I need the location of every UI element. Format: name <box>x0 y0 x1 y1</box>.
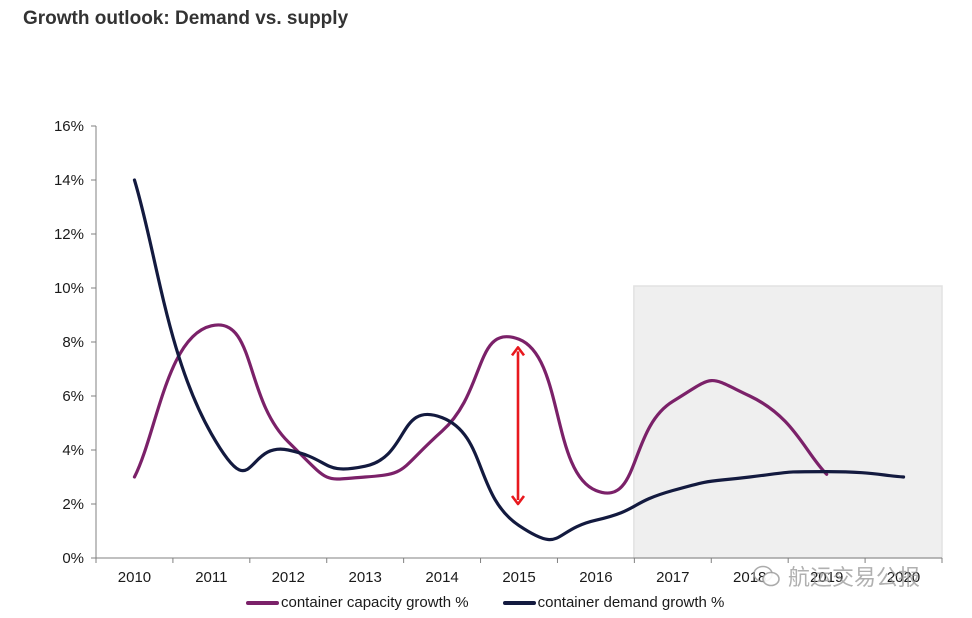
legend-label-demand: container demand growth % <box>537 594 725 611</box>
x-tick-label: 2011 <box>195 569 227 586</box>
y-tick-label: 10% <box>54 280 84 297</box>
x-tick-label: 2016 <box>579 569 612 586</box>
y-tick-label: 16% <box>54 118 84 135</box>
x-tick-label: 2017 <box>656 569 689 586</box>
legend-item-capacity: container capacity growth % <box>246 594 469 611</box>
y-tick-label: 6% <box>62 388 84 405</box>
watermark-text: 航运交易公报 <box>788 565 921 590</box>
x-tick-label: 2012 <box>272 569 305 586</box>
legend-swatch-demand <box>502 600 536 605</box>
x-tick-label: 2013 <box>348 569 381 586</box>
x-tick-label: 2018 <box>733 569 766 586</box>
x-tick-label: 2015 <box>502 569 535 586</box>
y-tick-label: 12% <box>54 226 84 243</box>
gap-arrow-head-top <box>510 346 526 357</box>
y-tick-label: 8% <box>62 334 84 351</box>
y-tick-label: 0% <box>62 550 84 567</box>
x-tick-label: 2019 <box>810 569 843 586</box>
legend-item-demand: container demand growth % <box>502 594 725 611</box>
watermark: 航运交易公报 <box>752 560 920 592</box>
y-tick-label: 4% <box>62 442 84 459</box>
legend: container capacity growth % container de… <box>246 594 724 611</box>
wechat-icon <box>752 564 782 588</box>
x-tick-label: 2020 <box>887 569 920 586</box>
y-tick-label: 2% <box>62 496 84 513</box>
x-tick-label: 2010 <box>118 569 151 586</box>
legend-label-capacity: container capacity growth % <box>281 594 469 611</box>
x-tick-label: 2014 <box>425 569 458 586</box>
legend-swatch-capacity <box>246 600 279 605</box>
y-tick-label: 14% <box>54 172 84 189</box>
chart-title: Growth outlook: Demand vs. supply <box>23 8 349 29</box>
series-line-capacity <box>132 323 829 495</box>
gap-arrow-head-bottom <box>510 495 526 506</box>
